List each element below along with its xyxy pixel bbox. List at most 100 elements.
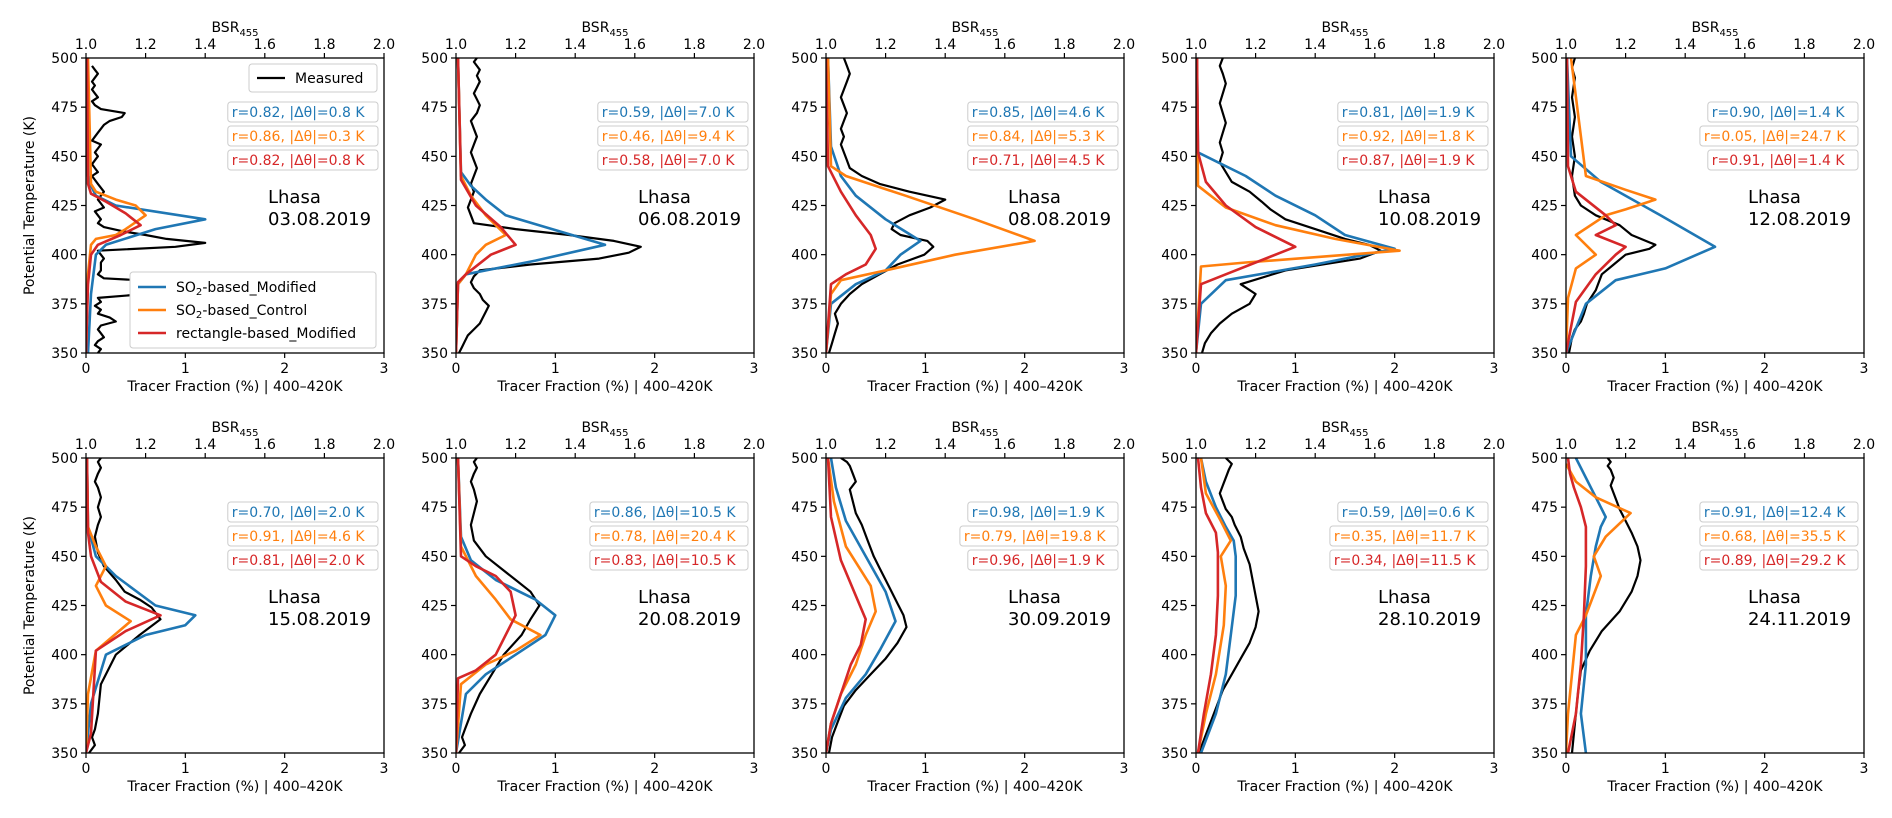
x2-tick-label: 2.0 xyxy=(373,437,395,453)
stats-text: r=0.92, |Δθ|=1.8 K xyxy=(1342,129,1476,145)
x-tick-label: 0 xyxy=(1562,361,1571,377)
x2-tick-label: 1.6 xyxy=(1364,37,1386,53)
date-label: 28.10.2019 xyxy=(1378,609,1481,630)
series-line-measured xyxy=(88,458,162,753)
x2-tick-label: 1.0 xyxy=(445,37,467,53)
x2-tick-label: 1.6 xyxy=(254,437,276,453)
x-tick-label: 1 xyxy=(551,761,560,777)
x2-tick-label: 1.6 xyxy=(254,37,276,53)
stats-box xyxy=(967,101,1119,123)
x2-tick-label: 1.4 xyxy=(934,37,956,53)
y-tick-label: 500 xyxy=(791,451,818,467)
stats-text: r=0.82, |Δθ|=0.8 K xyxy=(232,105,366,121)
x-axis-label: Tracer Fraction (%) | 400–420K xyxy=(1236,779,1453,795)
y-tick-label: 400 xyxy=(51,648,78,664)
series-group xyxy=(86,458,197,753)
station-label: Lhasa xyxy=(268,587,321,608)
x2-tick-label: 1.4 xyxy=(194,37,216,53)
stats-box xyxy=(589,501,749,523)
y-tick-label: 475 xyxy=(1161,500,1188,516)
panel-2: 350 375 400 425 450 475 500 0 1 2 3 1.0 1.2 1.4 1.6 1.8… xyxy=(421,20,765,395)
stats-box xyxy=(1699,525,1859,547)
station-label: Lhasa xyxy=(1748,587,1801,608)
stats-box xyxy=(959,525,1119,547)
stats-box xyxy=(1337,101,1489,123)
stats-box xyxy=(1699,501,1859,523)
x2-tick-label: 1.4 xyxy=(1674,37,1696,53)
date-label: 08.08.2019 xyxy=(1008,209,1111,230)
x2-tick-label: 1.2 xyxy=(1244,37,1266,53)
x-tick-label: 1 xyxy=(1291,761,1300,777)
stats-text: r=0.91, |Δθ|=4.6 K xyxy=(232,529,366,545)
legend-label-2: rectangle-based_Modified xyxy=(176,326,356,342)
stats-box xyxy=(589,525,749,547)
date-label: 15.08.2019 xyxy=(268,609,371,630)
x-tick-label: 1 xyxy=(181,761,190,777)
x-tick-label: 2 xyxy=(650,361,659,377)
x2-axis-label: BSR455 xyxy=(1321,420,1368,439)
stats-text: r=0.87, |Δθ|=1.9 K xyxy=(1342,153,1476,169)
y-tick-label: 425 xyxy=(51,599,78,615)
y-tick-label: 425 xyxy=(1161,599,1188,615)
stats-text: r=0.59, |Δθ|=7.0 K xyxy=(602,105,736,121)
series-line-rectangle-based-modified xyxy=(86,458,162,753)
x2-tick-label: 1.0 xyxy=(75,437,97,453)
y-tick-label: 400 xyxy=(1161,648,1188,664)
station-label: Lhasa xyxy=(1378,187,1431,208)
x2-tick-label: 1.2 xyxy=(134,437,156,453)
y-tick-label: 450 xyxy=(791,149,818,165)
x-tick-label: 3 xyxy=(1860,361,1869,377)
y-tick-label: 375 xyxy=(421,697,448,713)
y-tick-label: 425 xyxy=(791,599,818,615)
y-tick-label: 475 xyxy=(1531,100,1558,116)
x2-tick-label: 1.2 xyxy=(1614,37,1636,53)
x-tick-label: 1 xyxy=(551,361,560,377)
x-tick-label: 2 xyxy=(1760,761,1769,777)
station-label: Lhasa xyxy=(1008,187,1061,208)
x-tick-label: 0 xyxy=(1562,761,1571,777)
y-tick-label: 375 xyxy=(51,697,78,713)
x2-tick-label: 1.6 xyxy=(624,437,646,453)
series-line-so-based-control xyxy=(1196,58,1401,353)
x2-tick-label: 1.0 xyxy=(815,437,837,453)
series-line-measured xyxy=(90,65,347,353)
x-axis-label: Tracer Fraction (%) | 400–420K xyxy=(1606,379,1823,395)
stats-box xyxy=(967,549,1119,571)
x2-tick-label: 2.0 xyxy=(1853,437,1875,453)
y-tick-label: 425 xyxy=(421,599,448,615)
x2-tick-label: 1.4 xyxy=(564,437,586,453)
x-tick-label: 0 xyxy=(822,361,831,377)
stats-text: r=0.85, |Δθ|=4.6 K xyxy=(972,105,1106,121)
panel-1: 350 375 400 425 450 475 500 0 1 2 3 1.0 1.2 1.4 1.6 1.8… xyxy=(22,20,395,395)
panel-6: 350 375 400 425 450 475 500 0 1 2 3 1.0 1.2 1.4 1.6 1.8… xyxy=(22,420,395,795)
x-axis-label: Tracer Fraction (%) | 400–420K xyxy=(496,779,713,795)
y-tick-label: 425 xyxy=(791,199,818,215)
y-tick-label: 375 xyxy=(1531,697,1558,713)
x2-tick-label: 1.2 xyxy=(874,437,896,453)
series-line-rectangle-based-modified xyxy=(86,58,142,353)
station-label: Lhasa xyxy=(1378,587,1431,608)
series-line-so-based-modified xyxy=(456,458,557,753)
series-line-rectangle-based-modified xyxy=(1566,58,1627,353)
series-group xyxy=(1196,58,1401,353)
stats-box xyxy=(967,125,1119,147)
y-tick-label: 400 xyxy=(1531,648,1558,664)
x2-tick-label: 1.6 xyxy=(1734,37,1756,53)
x-axis-label: Tracer Fraction (%) | 400–420K xyxy=(866,779,1083,795)
y-tick-label: 400 xyxy=(791,648,818,664)
x-tick-label: 2 xyxy=(1020,361,1029,377)
panel-8: 350 375 400 425 450 475 500 0 1 2 3 1.0 1.2 1.4 1.6 1.8… xyxy=(791,420,1135,795)
y-tick-label: 475 xyxy=(421,500,448,516)
x-tick-label: 0 xyxy=(822,761,831,777)
x2-tick-label: 1.0 xyxy=(75,37,97,53)
y-tick-label: 400 xyxy=(791,248,818,264)
y-tick-label: 425 xyxy=(1531,599,1558,615)
x2-axis-label: BSR455 xyxy=(211,420,258,439)
y-tick-label: 375 xyxy=(1531,297,1558,313)
stats-box xyxy=(597,101,749,123)
x-tick-label: 3 xyxy=(750,761,759,777)
y-tick-label: 375 xyxy=(791,697,818,713)
x-tick-label: 3 xyxy=(750,361,759,377)
series-line-measured xyxy=(1200,58,1382,353)
series-line-rectangle-based-modified xyxy=(1566,458,1588,753)
